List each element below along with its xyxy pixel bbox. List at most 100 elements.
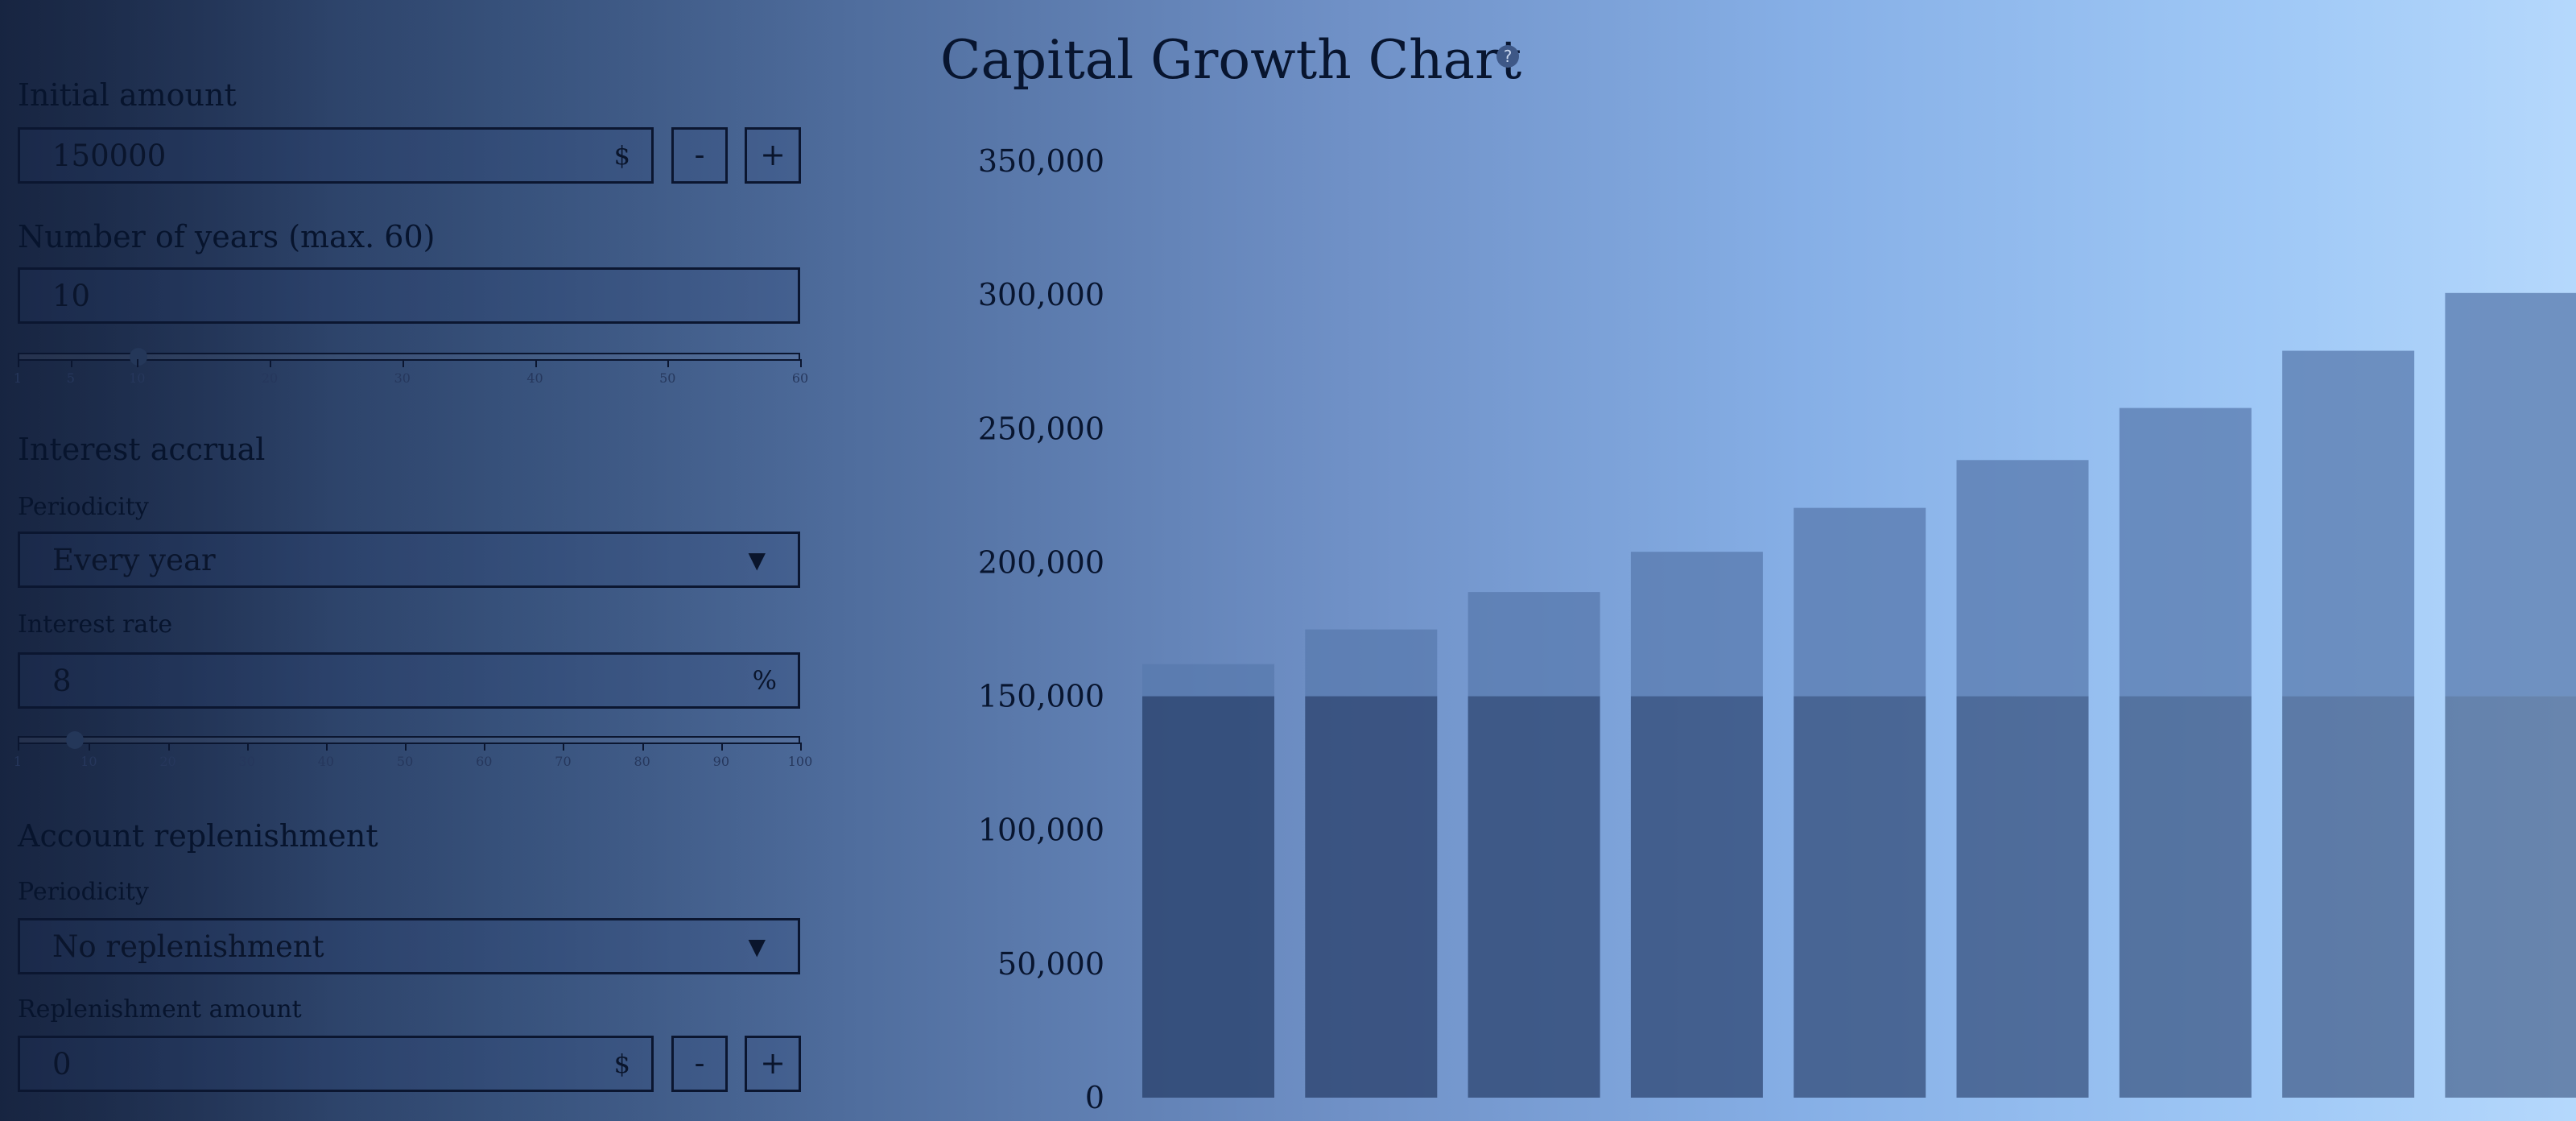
slider-tick-label: 40 <box>526 370 543 386</box>
replenishment-amount-field[interactable]: 0 $ <box>18 1036 654 1092</box>
bar-initial[interactable] <box>2119 696 2252 1098</box>
bar-interest[interactable] <box>2282 350 2415 697</box>
bar-interest[interactable] <box>1630 552 1763 697</box>
slider-tick <box>70 359 72 367</box>
slider-tick <box>246 743 249 751</box>
slider-tick-label: 30 <box>394 370 411 386</box>
slider-tick-label: 90 <box>712 754 729 769</box>
y-tick-label: 100,000 <box>978 813 1104 848</box>
slider-tick-label: 20 <box>261 370 279 386</box>
bar-interest[interactable] <box>2445 292 2576 697</box>
interest-accrual-heading: Interest accrual <box>18 432 266 467</box>
bar-initial[interactable] <box>1794 696 1926 1098</box>
slider-tick <box>800 359 802 367</box>
bar-interest[interactable] <box>1305 629 1438 697</box>
bar-interest[interactable] <box>1142 664 1274 697</box>
slider-tick-label: 60 <box>476 754 493 769</box>
slider-tick-label: 1 <box>13 370 23 386</box>
accrual-periodicity-value: Every year <box>52 543 216 577</box>
replenishment-amount-label: Replenishment amount <box>18 995 302 1024</box>
bar-initial[interactable] <box>1630 696 1763 1098</box>
bar-initial[interactable] <box>1468 696 1600 1098</box>
slider-tick-label: 10 <box>129 370 146 386</box>
question-circle-icon[interactable]: ? <box>1496 45 1519 68</box>
slider-tick <box>535 359 537 367</box>
slider-tick-label: 50 <box>396 754 414 769</box>
slider-tick <box>405 743 407 751</box>
replenishment-amount-value: 0 <box>52 1047 72 1082</box>
years-value: 10 <box>52 279 91 313</box>
slider-tick <box>720 743 723 751</box>
y-tick-label: 0 <box>1085 1080 1104 1115</box>
slider-tick <box>18 359 19 367</box>
y-tick-label: 300,000 <box>978 277 1104 312</box>
slider-tick-label: 20 <box>159 754 176 769</box>
slider-tick-label: 80 <box>634 754 650 769</box>
accrual-periodicity-select[interactable]: Every year ▼ <box>18 532 800 588</box>
bar-interest[interactable] <box>1468 592 1600 697</box>
accrual-periodicity-label: Periodicity <box>18 493 149 521</box>
slider-tick-label: 40 <box>317 754 335 769</box>
slider-tick <box>642 743 644 751</box>
slider-tick <box>402 359 404 367</box>
y-tick-label: 50,000 <box>997 946 1104 982</box>
slider-tick-label: 30 <box>238 754 255 769</box>
slider-tick-label: 10 <box>80 754 97 769</box>
bar-initial[interactable] <box>2282 696 2415 1098</box>
interest-rate-field[interactable]: 8 % <box>18 652 800 709</box>
y-tick-label: 200,000 <box>978 544 1104 580</box>
slider-tick-label: 60 <box>791 370 809 386</box>
slider-tick <box>800 743 802 751</box>
interest-rate-slider-handle[interactable] <box>65 731 84 749</box>
dollar-unit: $ <box>613 140 630 171</box>
initial-amount-field[interactable]: 150000 $ <box>18 127 654 184</box>
slider-tick-label: 1 <box>13 754 23 769</box>
chevron-down-icon: ▼ <box>748 933 766 960</box>
slider-tick <box>325 743 328 751</box>
years-label: Number of years (max. 60) <box>18 219 436 254</box>
slider-tick <box>18 743 19 751</box>
initial-amount-value: 150000 <box>52 139 167 173</box>
initial-amount-increment-button[interactable]: + <box>745 127 801 184</box>
chevron-down-icon: ▼ <box>748 547 766 573</box>
interest-rate-label: Interest rate <box>18 610 173 639</box>
replenishment-periodicity-label: Periodicity <box>18 878 149 906</box>
years-field[interactable]: 10 <box>18 267 800 324</box>
interest-rate-slider[interactable] <box>18 731 802 751</box>
calculator-panel: Initial amount 150000 $ - + Number of ye… <box>0 0 841 1121</box>
slider-tick-label: 50 <box>659 370 676 386</box>
slider-tick <box>137 359 139 367</box>
slider-tick <box>167 743 170 751</box>
years-slider[interactable] <box>18 348 802 367</box>
replenishment-increment-button[interactable]: + <box>745 1036 801 1092</box>
bar-interest[interactable] <box>1794 507 1926 697</box>
y-tick-label: 250,000 <box>978 411 1104 446</box>
bar-initial[interactable] <box>1142 696 1274 1098</box>
dollar-unit: $ <box>613 1049 630 1079</box>
chart-title: Capital Growth Chart <box>940 29 1522 91</box>
percent-unit: % <box>752 665 777 696</box>
replenishment-periodicity-select[interactable]: No replenishment ▼ <box>18 918 800 974</box>
bar-initial[interactable] <box>1305 696 1438 1098</box>
bar-interest[interactable] <box>1956 460 2089 697</box>
y-tick-label: 150,000 <box>978 679 1104 714</box>
initial-amount-decrement-button[interactable]: - <box>671 127 728 184</box>
slider-tick <box>89 743 91 751</box>
slider-tick-label: 5 <box>66 370 75 386</box>
bar-initial[interactable] <box>2445 696 2576 1098</box>
bar-initial[interactable] <box>1956 696 2089 1098</box>
slider-tick <box>484 743 486 751</box>
initial-amount-label: Initial amount <box>18 77 237 113</box>
bar-interest[interactable] <box>2119 407 2252 697</box>
slider-tick-label: 70 <box>555 754 572 769</box>
replenishment-heading: Account replenishment <box>18 818 378 854</box>
replenishment-periodicity-value: No replenishment <box>52 929 324 964</box>
slider-tick-label: 100 <box>787 754 813 769</box>
slider-tick <box>563 743 565 751</box>
replenishment-decrement-button[interactable]: - <box>671 1036 728 1092</box>
slider-tick <box>270 359 272 367</box>
interest-rate-value: 8 <box>52 664 72 698</box>
y-tick-label: 350,000 <box>978 143 1104 179</box>
years-slider-handle[interactable] <box>130 348 148 366</box>
